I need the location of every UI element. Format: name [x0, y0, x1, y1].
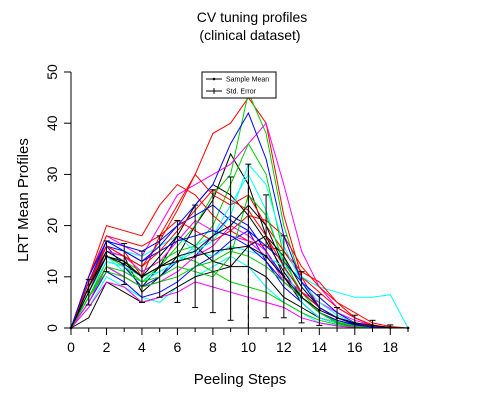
series-line-24: [70, 281, 408, 329]
series-line-20: [70, 214, 409, 329]
y-tick-label-0: 0: [44, 324, 60, 332]
mean-point-6: [176, 260, 179, 263]
mean-point-1: [87, 290, 91, 294]
legend: Sample Mean Std. Error: [201, 71, 277, 99]
mean-point-8: [211, 249, 215, 253]
mean-profile-with-error-bars: [69, 163, 410, 330]
mean-point-15: [335, 316, 339, 320]
legend-mean-label: Sample Mean: [226, 77, 269, 84]
mean-point-4: [140, 275, 144, 279]
x-tick-label-14: 14: [312, 339, 328, 355]
axes: 0 2 4 6 8 10 12 14 16 18 0 10 20 30 40 50: [44, 64, 409, 355]
mean-point-7: [193, 254, 197, 258]
x-tick-label-6: 6: [174, 339, 182, 355]
mean-point-5: [158, 265, 162, 268]
x-tick-label-12: 12: [276, 339, 292, 355]
legend-mean-point: [212, 77, 216, 81]
mean-point-12: [282, 275, 286, 279]
mean-profile-line: [70, 245, 409, 329]
y-tick-label-40: 40: [44, 115, 60, 131]
x-tick-label-8: 8: [209, 339, 217, 355]
mean-point-14: [317, 308, 321, 312]
series-line-27: [70, 250, 408, 329]
chart-title: CV tuning profiles: [197, 9, 308, 25]
x-tick-label-2: 2: [103, 339, 111, 355]
mean-point-17: [371, 324, 374, 327]
mean-point-13: [300, 295, 303, 299]
y-tick-label-50: 50: [44, 64, 60, 80]
y-tick-label-30: 30: [44, 166, 60, 182]
series-line-11: [70, 235, 409, 329]
mean-point-16: [353, 321, 357, 325]
mean-point-3: [122, 262, 126, 266]
chart-subtitle: (clinical dataset): [199, 27, 300, 43]
y-tick-label-10: 10: [44, 269, 60, 285]
legend-stderr-label: Std. Error: [226, 89, 257, 96]
mean-point-11: [264, 254, 268, 258]
y-axis-label: LRT Mean Profiles: [15, 138, 32, 262]
x-tick-label-18: 18: [382, 339, 398, 355]
series-line-28: [70, 111, 408, 329]
x-tick-label-4: 4: [138, 339, 146, 355]
x-axis-label: Peeling Steps: [194, 371, 287, 388]
x-tick-label-16: 16: [347, 339, 363, 355]
y-tick-label-20: 20: [44, 218, 60, 234]
mean-point-2: [105, 254, 108, 258]
mean-point-9: [229, 247, 233, 251]
x-tick-label-0: 0: [67, 339, 75, 355]
x-tick-label-10: 10: [241, 339, 257, 355]
series-line-12: [70, 219, 408, 329]
